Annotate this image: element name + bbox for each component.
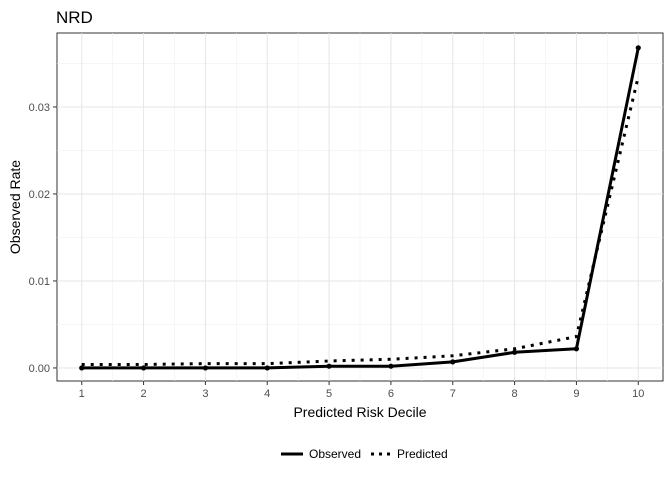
data-point-observed xyxy=(264,365,270,371)
data-point-observed xyxy=(635,45,641,51)
data-point-observed xyxy=(326,363,332,369)
x-axis-title: Predicted Risk Decile xyxy=(293,404,426,420)
y-tick-label: 0.03 xyxy=(29,102,50,114)
legend-label-predicted: Predicted xyxy=(397,447,448,461)
data-point-observed xyxy=(140,365,147,371)
legend-label-observed: Observed xyxy=(309,447,361,461)
x-tick-label: 9 xyxy=(573,388,579,400)
data-point-observed xyxy=(450,359,456,365)
x-tick-label: 6 xyxy=(388,388,394,400)
chart-title: NRD xyxy=(56,8,93,27)
x-tick-label: 5 xyxy=(326,388,332,400)
y-axis-title: Observed Rate xyxy=(7,160,23,254)
series-layer xyxy=(79,45,641,371)
y-tick-label: 0.00 xyxy=(29,363,50,375)
y-tick-label: 0.01 xyxy=(29,276,50,288)
x-tick-label: 7 xyxy=(450,388,456,400)
series-line-predicted xyxy=(81,76,640,366)
data-point-observed xyxy=(79,365,85,371)
y-tick-label: 0.02 xyxy=(29,189,50,201)
x-tick-label: 1 xyxy=(79,388,85,400)
x-tick-label: 10 xyxy=(632,388,644,400)
data-point-observed xyxy=(511,349,518,355)
legend: Observed Predicted xyxy=(281,447,448,461)
x-tick-label: 2 xyxy=(141,388,147,400)
data-point-observed xyxy=(388,363,394,369)
y-axis: 0.00 0.01 0.02 0.03 xyxy=(29,102,57,375)
grid-lines xyxy=(57,33,663,381)
series-line-observed xyxy=(81,47,640,370)
x-tick-label: 8 xyxy=(512,388,518,400)
x-tick-label: 3 xyxy=(202,388,208,400)
data-point-observed xyxy=(573,346,580,352)
x-tick-label: 4 xyxy=(264,388,270,400)
x-axis: 1 2 3 4 5 6 7 8 9 10 xyxy=(79,381,644,400)
data-point-observed xyxy=(202,365,209,371)
